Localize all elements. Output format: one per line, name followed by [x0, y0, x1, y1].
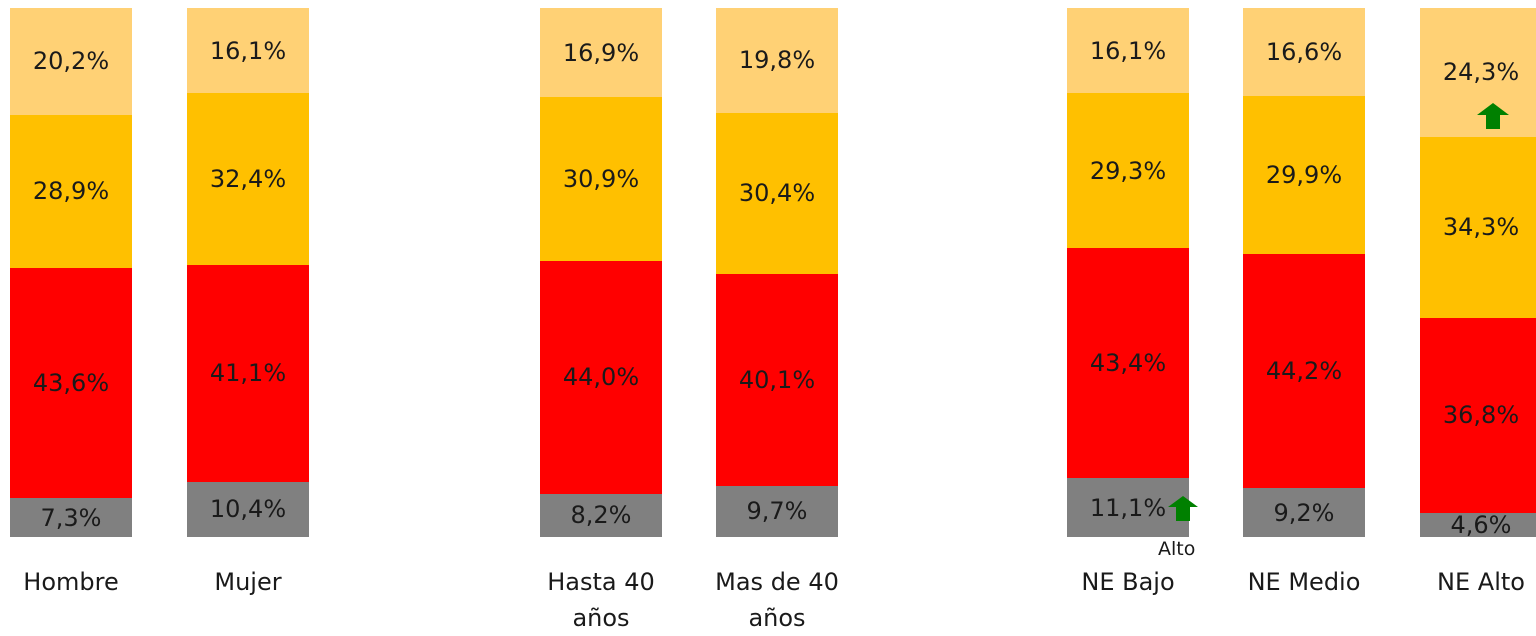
- bar-segment: [540, 8, 662, 98]
- bar-segment: [187, 93, 309, 265]
- bar-segment: [1067, 8, 1189, 94]
- bar-segment: [187, 264, 309, 482]
- category-label: Mas de 40 años: [715, 568, 839, 632]
- bar-segment: [716, 273, 838, 486]
- data-label: 11,1%: [1089, 493, 1167, 522]
- category-label: Hombre: [23, 568, 119, 596]
- bar-segment: [10, 8, 132, 115]
- data-label: 9,2%: [1273, 498, 1335, 527]
- annotation: Alto: [1158, 538, 1196, 560]
- data-label: 32,4%: [209, 164, 287, 193]
- bar-segment: [10, 498, 132, 537]
- data-label: 29,9%: [1265, 161, 1343, 190]
- data-label: 19,8%: [738, 46, 816, 75]
- data-label: 10,4%: [209, 495, 287, 524]
- category-label: Mujer: [214, 568, 282, 596]
- data-label: 43,6%: [32, 369, 110, 398]
- bar-segment: [10, 114, 132, 268]
- arrow-up: [1168, 496, 1198, 521]
- data-label: 7,3%: [40, 503, 102, 532]
- data-label: 40,1%: [738, 365, 816, 394]
- bar-segment: [716, 112, 838, 274]
- bar-segment: [1243, 254, 1365, 489]
- data-label: 36,8%: [1442, 401, 1520, 430]
- bar-segment: [187, 481, 309, 537]
- bar-segment: [1420, 512, 1536, 537]
- bar-segment: [716, 8, 838, 113]
- bar-segment: [1243, 8, 1365, 96]
- bar-segment: [540, 97, 662, 261]
- bar-segment: [1067, 248, 1189, 479]
- data-label: 16,9%: [562, 38, 640, 67]
- data-label: 16,6%: [1265, 37, 1343, 66]
- data-label: 9,7%: [746, 497, 808, 526]
- data-label: 16,1%: [1089, 36, 1167, 65]
- data-label: 30,4%: [738, 179, 816, 208]
- bar-segment: [1420, 317, 1536, 513]
- category-label: Hasta 40 años: [547, 568, 655, 632]
- bar-segment: [1243, 95, 1365, 255]
- data-label: 16,1%: [209, 36, 287, 65]
- category-label: NE Alto: [1437, 568, 1525, 596]
- bar-segment: [1420, 8, 1536, 137]
- category-label: NE Bajo: [1081, 568, 1175, 596]
- data-label: 34,3%: [1442, 213, 1520, 242]
- data-label: 4,6%: [1450, 510, 1512, 539]
- data-label: 43,4%: [1089, 349, 1167, 378]
- data-label: 24,3%: [1442, 58, 1520, 87]
- bar-segment: [1243, 488, 1365, 537]
- data-label: 28,9%: [32, 177, 110, 206]
- bar-segment: [10, 267, 132, 499]
- data-label: 30,9%: [562, 165, 640, 194]
- bar-segment: [540, 260, 662, 494]
- bar-segment: [1420, 136, 1536, 318]
- data-label: 8,2%: [570, 501, 632, 530]
- data-label: 29,3%: [1089, 156, 1167, 185]
- bar-segment: [716, 485, 838, 537]
- data-label: 44,0%: [562, 363, 640, 392]
- bar-segment: [187, 8, 309, 94]
- bar-segment: [540, 493, 662, 537]
- data-label: 41,1%: [209, 359, 287, 388]
- data-label: 20,2%: [32, 47, 110, 76]
- bar-segment: [1067, 93, 1189, 249]
- data-label: 44,2%: [1265, 357, 1343, 386]
- bar-segment: [1067, 478, 1189, 537]
- arrow-up: [1477, 103, 1509, 129]
- category-label: NE Medio: [1247, 568, 1361, 596]
